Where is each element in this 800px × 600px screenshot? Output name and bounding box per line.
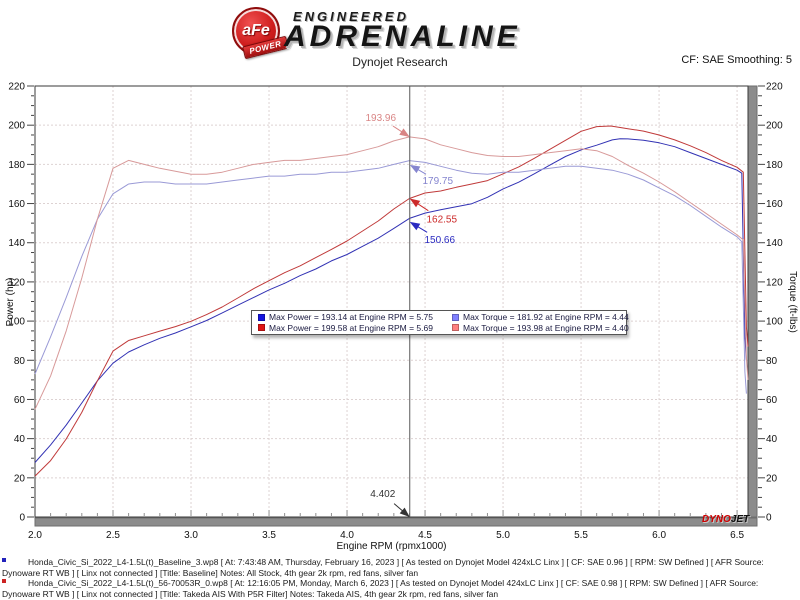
curve-baseline-power — [34, 138, 747, 463]
callout-value: 193.96 — [365, 113, 396, 124]
curve-baseline-torque — [34, 160, 747, 394]
power-tick-label: 140 — [8, 238, 25, 249]
callout-arrowhead — [409, 198, 421, 208]
legend-swatch-takeda-torque — [452, 324, 459, 332]
torque-tick-label: 180 — [766, 160, 783, 171]
dynojet-logo-dyno: DYNO — [702, 514, 731, 525]
callout-arrowhead — [409, 221, 421, 231]
engineered-text: ENGINEERED — [293, 9, 409, 24]
power-tick-label: 180 — [8, 160, 25, 171]
torque-tick-label: 0 — [766, 513, 772, 524]
curve-takeda-power — [34, 125, 749, 477]
callout-arrowhead — [399, 128, 410, 138]
afe-logo-text: aFe — [242, 22, 270, 39]
vertical-scrollbar[interactable] — [747, 85, 758, 518]
torque-tick-label: 20 — [766, 473, 778, 484]
rpm-tick-label: 5.5 — [574, 530, 588, 541]
legend-entry-takeda-power: Max Power = 199.58 at Engine RPM = 5.69 — [258, 323, 452, 333]
rpm-tick-label: 4.0 — [340, 530, 354, 541]
power-tick-label: 200 — [8, 121, 25, 132]
adrenaline-text: ADRENALINE — [284, 20, 521, 53]
power-tick-label: 160 — [8, 199, 25, 210]
power-tick-label: 100 — [8, 317, 25, 328]
power-tick-label: 80 — [14, 356, 26, 367]
torque-axis-title: Torque (ft-lbs) — [787, 271, 798, 333]
callout-value: 179.75 — [422, 176, 453, 187]
torque-tick-label: 60 — [766, 395, 778, 406]
power-tick-label: 40 — [14, 434, 26, 445]
horizontal-scrollbar[interactable] — [34, 517, 758, 527]
torque-tick-label: 160 — [766, 199, 783, 210]
rpm-tick-label: 3.5 — [262, 530, 276, 541]
run1-color-marker — [2, 558, 6, 562]
rpm-axis-title: Engine RPM (rpmx1000) — [336, 541, 446, 552]
power-tick-label: 0 — [19, 513, 25, 524]
rpm-tick-label: 2.0 — [28, 530, 42, 541]
torque-tick-label: 80 — [766, 356, 778, 367]
rpm-tick-label: 4.5 — [418, 530, 432, 541]
curve-takeda-torque — [34, 136, 749, 410]
callout-value: 150.66 — [424, 235, 455, 246]
dynojet-logo: DYNOJET — [702, 514, 749, 525]
legend-swatch-takeda-power — [258, 324, 265, 332]
torque-tick-label: 220 — [766, 82, 783, 93]
legend-entry-baseline-torque: Max Torque = 181.92 at Engine RPM = 4.44 — [452, 312, 629, 322]
legend-label: Max Power = 199.58 at Engine RPM = 5.69 — [269, 322, 433, 333]
legend-label: Max Torque = 193.98 at Engine RPM = 4.40 — [463, 322, 629, 333]
power-tick-label: 120 — [8, 277, 25, 288]
power-tick-label: 20 — [14, 473, 26, 484]
power-tick-label: 220 — [8, 82, 25, 93]
torque-tick-label: 140 — [766, 238, 783, 249]
power-tick-label: 60 — [14, 395, 26, 406]
run2-info-line: Honda_Civic_Si_2022_L4-1.5L(t)_56-70053R… — [2, 578, 759, 599]
callout-value: 4.402 — [370, 489, 395, 500]
legend-label: Max Power = 193.14 at Engine RPM = 5.75 — [269, 312, 433, 323]
legend-label: Max Torque = 181.92 at Engine RPM = 4.44 — [463, 312, 629, 323]
callout-arrowhead — [409, 164, 421, 174]
torque-tick-label: 120 — [766, 277, 783, 288]
torque-tick-label: 200 — [766, 121, 783, 132]
run1-info-line: Honda_Civic_Si_2022_L4-1.5L(t)_Baseline_… — [2, 557, 764, 578]
rpm-tick-label: 6.0 — [652, 530, 666, 541]
rpm-tick-label: 5.0 — [496, 530, 510, 541]
legend-entry-baseline-power: Max Power = 193.14 at Engine RPM = 5.75 — [258, 312, 452, 322]
callout-value: 162.55 — [426, 215, 457, 226]
torque-tick-label: 100 — [766, 317, 783, 328]
callout-arrowhead — [399, 507, 410, 517]
correction-factor-label: CF: SAE Smoothing: 5 — [681, 54, 792, 66]
rpm-tick-label: 3.0 — [184, 530, 198, 541]
rpm-tick-label: 6.5 — [730, 530, 744, 541]
plot-area[interactable] — [34, 85, 749, 518]
legend-entry-takeda-torque: Max Torque = 193.98 at Engine RPM = 4.40 — [452, 323, 629, 333]
legend-swatch-baseline-torque — [452, 313, 459, 321]
dynojet-logo-jet: JET — [730, 514, 750, 525]
legend-swatch-baseline-power — [258, 313, 265, 321]
run2-color-marker — [2, 579, 6, 583]
rpm-tick-label: 2.5 — [106, 530, 120, 541]
power-axis-title: Power (hp) — [5, 278, 16, 327]
legend-box[interactable]: Max Power = 193.14 at Engine RPM = 5.75 … — [251, 310, 629, 335]
torque-tick-label: 40 — [766, 434, 778, 445]
chart-title: Dynojet Research — [352, 55, 448, 69]
